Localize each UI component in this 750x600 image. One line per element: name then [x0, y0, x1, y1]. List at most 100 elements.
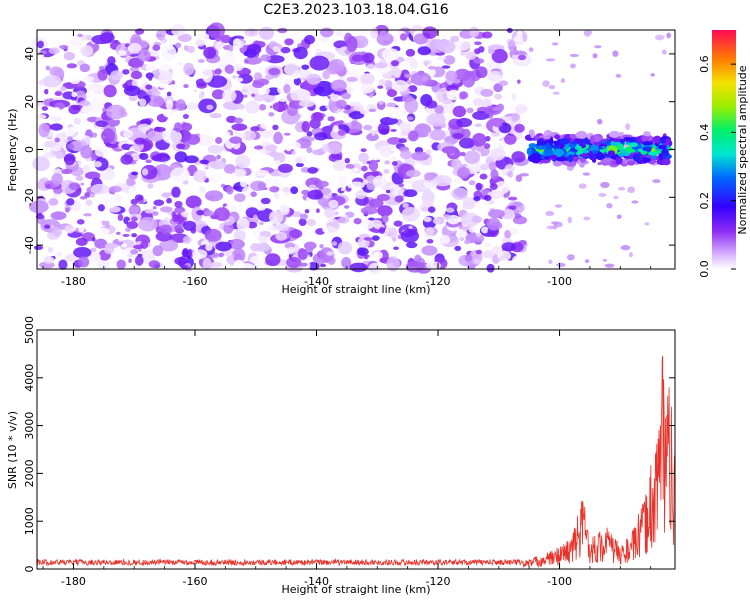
- spectrogram-noise-cell: [208, 174, 223, 184]
- spectrogram-noise-cell: [432, 217, 443, 225]
- spectrogram-faint-cell: [552, 42, 559, 46]
- spectrogram-noise-cell: [383, 168, 390, 174]
- spectrogram-noise-cell: [378, 100, 384, 105]
- spectrogram-noise-cell: [237, 103, 245, 110]
- spectrogram-signal-cell: [616, 143, 624, 151]
- spectrogram-faint-cell: [616, 214, 622, 219]
- spectrogram-noise-cell: [491, 48, 508, 64]
- spectrogram-noise-cell: [166, 91, 172, 97]
- spectrogram-noise-cell: [427, 65, 436, 70]
- spectrogram-signal-cell: [618, 152, 626, 157]
- spectrogram-noise-cell: [335, 30, 344, 37]
- colorbar-tick-label: 0.0: [698, 260, 711, 278]
- spectrogram-noise-cell: [153, 126, 166, 133]
- spectrogram-signal-cell: [567, 154, 574, 163]
- spectrogram-noise-cell: [425, 261, 442, 270]
- spectrogram-noise-cell: [51, 173, 63, 186]
- spectrogram-noise-cell: [50, 116, 63, 122]
- spectrogram-signal-cell: [536, 138, 545, 146]
- spectrogram-noise-cell: [466, 107, 474, 114]
- spectrogram-signal-cell: [589, 144, 600, 153]
- spectrogram-signal-cell: [579, 158, 587, 163]
- spectrogram-noise-cell: [138, 216, 158, 232]
- spectrogram-noise-cell: [127, 43, 142, 54]
- spectrogram-noise-cell: [246, 43, 262, 56]
- spectrogram-noise-cell: [233, 253, 243, 262]
- snr-x-tick-label: -120: [426, 575, 451, 588]
- spectrogram-noise-cell: [488, 161, 497, 171]
- spectrogram-noise-cell: [446, 89, 461, 101]
- spectrogram-noise-cell: [267, 225, 279, 231]
- spectrogram-noise-cell: [293, 77, 302, 86]
- spectrogram-noise-cell: [290, 186, 299, 195]
- spectrogram-noise-cell: [161, 132, 166, 138]
- spectrogram-noise-cell: [398, 183, 404, 188]
- spectrogram-faint-cell: [545, 58, 556, 62]
- spectrogram-noise-cell: [377, 122, 390, 135]
- spectrogram-noise-cell: [417, 46, 431, 56]
- spectrogram-noise-cell: [177, 61, 183, 67]
- spectrogram-noise-cell: [283, 84, 291, 94]
- spectrogram-signal-cell: [549, 137, 554, 146]
- spectrogram-noise-cell: [33, 245, 44, 250]
- snr-x-tick-label: -160: [182, 575, 207, 588]
- spectrogram-signal-cell: [662, 158, 671, 166]
- spectrogram-noise-cell: [391, 161, 398, 166]
- spectrogram-noise-cell: [242, 88, 248, 93]
- spectrogram-faint-cell: [560, 78, 566, 84]
- spectrogram-noise-cell: [489, 183, 498, 191]
- spectrogram-panel: -180 -160 -140 -120 -100 -40 -20 0 20 40 Height …: [6, 22, 676, 296]
- snr-x-tick-label: -140: [304, 575, 329, 588]
- spectrogram-noise-cell: [476, 53, 483, 59]
- spectrogram-noise-cell: [66, 143, 75, 150]
- spectrogram-noise-cell: [185, 195, 202, 209]
- spectrogram-noise-cell: [128, 205, 140, 215]
- spectrogram-noise-cell: [169, 84, 176, 90]
- spectrogram-noise-cell: [28, 200, 49, 214]
- spectrogram-noise-cell: [511, 74, 518, 80]
- spectrogram-noise-cell: [514, 35, 524, 43]
- spectrogram-noise-cell: [68, 182, 81, 191]
- spectrogram-noise-cell: [83, 213, 92, 217]
- spectrogram-faint-cell: [625, 123, 631, 131]
- spectrogram-noise-cell: [405, 169, 421, 178]
- spectrogram-signal-cell: [543, 149, 554, 157]
- spectrogram-noise-cell: [426, 113, 446, 127]
- spectrogram-noise-cell: [253, 72, 263, 81]
- spectrogram-noise-cell: [402, 202, 409, 208]
- spectrogram-noise-cell: [386, 89, 398, 98]
- spectrogram-noise-cell: [352, 54, 365, 62]
- spectrogram-noise-cell: [458, 137, 475, 149]
- spectrogram-faint-cell: [566, 254, 575, 261]
- spectrogram-noise-cell: [56, 252, 63, 257]
- spectrogram-noise-cell: [224, 30, 229, 36]
- spectrogram-noise-cell: [405, 261, 425, 273]
- spectrogram-signal-cell: [627, 160, 636, 166]
- spectrogram-noise-cell: [360, 148, 367, 153]
- spectrogram-noise-cell: [249, 30, 256, 35]
- spectrogram-noise-cell: [399, 121, 411, 132]
- spectrogram-noise-cell: [381, 48, 400, 61]
- spectrogram-noise-cell: [405, 48, 416, 57]
- spectrogram-noise-cell: [471, 215, 482, 224]
- spectrogram-noise-cell: [185, 102, 199, 111]
- spectrogram-noise-cell: [368, 159, 379, 172]
- spectrogram-noise-cell: [258, 221, 264, 225]
- spectrogram-noise-cell: [363, 237, 373, 241]
- spectrogram-noise-cell: [146, 129, 165, 142]
- spectrogram-noise-cell: [42, 75, 62, 88]
- spectrogram-noise-cell: [38, 50, 48, 55]
- spectrogram-noise-cell: [90, 247, 97, 253]
- spectrogram-noise-cell: [148, 260, 160, 269]
- spectrogram-noise-cell: [501, 242, 516, 252]
- spectrogram-noise-cell: [434, 105, 444, 114]
- spectrogram-noise-cell: [349, 262, 368, 273]
- spectrogram-noise-cell: [332, 125, 339, 133]
- spectrogram-noise-cell: [275, 223, 290, 232]
- spectrogram-noise-cell: [484, 242, 492, 248]
- spectrogram-noise-cell: [304, 209, 310, 214]
- spectrogram-noise-cell: [52, 227, 63, 237]
- spectrogram-noise-cell: [228, 239, 245, 250]
- spectrogram-signal-cell: [642, 157, 651, 163]
- spectrogram-signal-cell: [641, 135, 650, 142]
